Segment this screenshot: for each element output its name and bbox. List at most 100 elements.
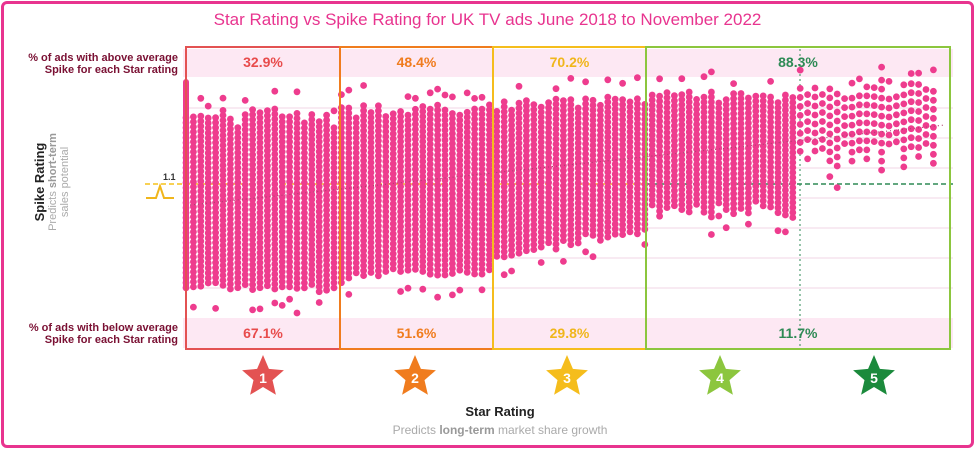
data-point [626, 113, 634, 121]
data-point [360, 177, 367, 185]
data-point [404, 196, 412, 204]
data-point [737, 120, 745, 127]
data-point [789, 104, 797, 111]
data-point [412, 115, 419, 123]
data-point [308, 161, 316, 168]
data-point [419, 253, 427, 260]
data-point [463, 268, 471, 276]
data-point [537, 183, 545, 191]
data-point [249, 271, 256, 278]
data-point [774, 184, 782, 192]
data-point [730, 115, 737, 123]
data-point [323, 186, 330, 194]
data-point [715, 194, 723, 202]
data-point [197, 177, 205, 185]
data-point [915, 81, 922, 88]
data-point [685, 113, 693, 121]
data-point [426, 190, 434, 198]
data-point [449, 265, 456, 272]
data-point [249, 111, 256, 118]
data-point [700, 108, 708, 116]
data-point [271, 135, 279, 143]
data-point [352, 139, 360, 147]
data-point [286, 183, 293, 191]
data-point [293, 270, 301, 277]
data-point [700, 93, 708, 101]
data-point [234, 159, 242, 167]
data-point [486, 261, 493, 269]
data-point [589, 201, 597, 209]
data-point [426, 265, 434, 273]
data-point [493, 208, 501, 215]
data-point [574, 109, 582, 117]
data-point [745, 124, 752, 132]
data-point [648, 181, 656, 189]
data-point [700, 118, 708, 126]
data-point [730, 130, 737, 138]
spike-icon [146, 182, 174, 199]
data-point [752, 112, 760, 120]
data-point [782, 166, 789, 174]
data-point [678, 131, 686, 139]
data-point [767, 158, 774, 166]
data-point [197, 242, 205, 250]
data-point [419, 223, 427, 230]
data-point [833, 117, 841, 125]
data-point [271, 110, 279, 118]
data-point [493, 248, 501, 255]
data-point [508, 111, 515, 119]
data-point [212, 134, 220, 142]
data-point [471, 250, 478, 258]
data-point [367, 234, 375, 241]
data-point [434, 261, 441, 269]
data-point [641, 241, 649, 248]
data-point [352, 164, 360, 172]
data-point [397, 268, 404, 275]
data-point [486, 126, 493, 134]
data-point [582, 190, 589, 198]
data-point [264, 277, 271, 285]
data-point [278, 238, 286, 246]
data-point [700, 123, 708, 131]
data-point [434, 126, 441, 134]
data-point [671, 142, 678, 150]
data-point [352, 249, 360, 257]
data-point [626, 138, 634, 146]
data-point [463, 183, 471, 191]
data-point [197, 192, 205, 200]
data-point [656, 127, 663, 135]
data-point [671, 157, 678, 165]
data-point [308, 151, 316, 158]
data-point [330, 204, 338, 212]
data-point [752, 102, 760, 110]
data-point [870, 84, 878, 91]
data-point [323, 266, 330, 274]
data-point [508, 141, 515, 149]
data-point [708, 158, 715, 166]
data-point [345, 174, 353, 182]
data-point [493, 123, 501, 130]
data-point [330, 219, 338, 227]
data-point [530, 231, 538, 239]
data-point [486, 211, 493, 219]
data-point [441, 206, 449, 214]
data-point [360, 267, 367, 274]
data-point [227, 225, 234, 233]
data-point [523, 152, 530, 160]
data-point [360, 252, 367, 259]
data-point [604, 148, 612, 156]
data-point [264, 282, 271, 290]
data-point [626, 173, 634, 181]
data-point [552, 175, 560, 183]
data-point [774, 194, 782, 202]
data-point [552, 200, 560, 208]
data-point [360, 127, 367, 134]
data-point [404, 186, 412, 194]
data-point [389, 210, 397, 218]
data-point [441, 106, 449, 114]
data-point [478, 270, 486, 278]
data-point [478, 170, 486, 178]
data-point [508, 191, 515, 199]
data-point [537, 213, 545, 221]
data-point [589, 146, 597, 154]
